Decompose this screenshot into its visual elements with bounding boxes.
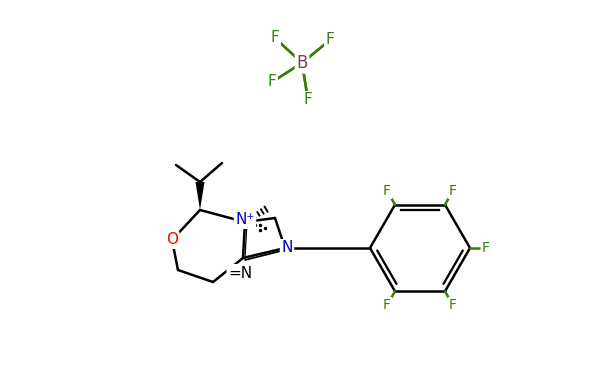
Text: F: F bbox=[449, 298, 457, 312]
Text: O: O bbox=[166, 232, 178, 248]
Text: F: F bbox=[267, 75, 276, 90]
Text: =N: =N bbox=[228, 266, 252, 280]
Polygon shape bbox=[195, 182, 204, 210]
Text: F: F bbox=[482, 241, 490, 255]
Text: F: F bbox=[325, 33, 335, 48]
Text: B: B bbox=[296, 54, 308, 72]
Text: F: F bbox=[304, 93, 312, 108]
Text: F: F bbox=[270, 30, 280, 45]
Text: N: N bbox=[281, 240, 293, 255]
Text: F: F bbox=[383, 298, 391, 312]
Text: F: F bbox=[383, 184, 391, 198]
Text: N⁺: N⁺ bbox=[235, 213, 255, 228]
Text: F: F bbox=[449, 184, 457, 198]
